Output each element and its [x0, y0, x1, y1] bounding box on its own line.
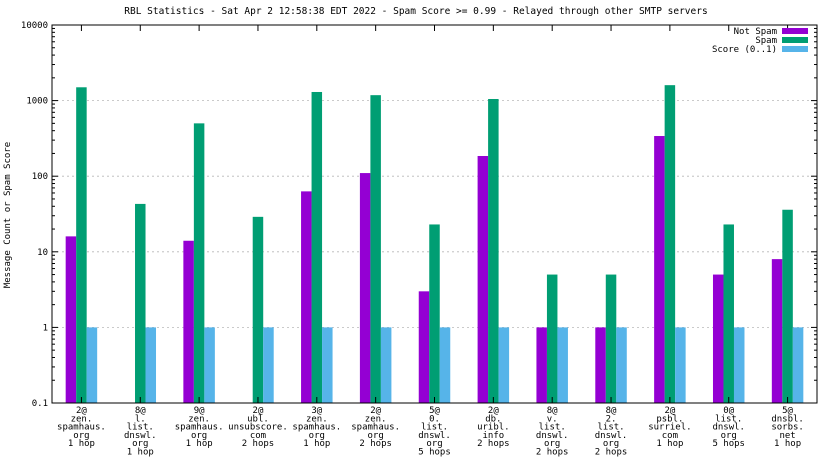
- x-tick-label: 3@ zen. spamhaus. org 1 hop: [292, 406, 341, 449]
- bar-not-spam: [536, 327, 547, 403]
- y-tick-label: 10000: [21, 21, 48, 31]
- x-tick-label: 8@ v. list. dnswl. org 2 hops: [536, 406, 569, 458]
- bar-spam: [429, 224, 440, 403]
- y-tick-label: 10: [37, 248, 48, 258]
- bar-not-spam: [477, 156, 489, 403]
- bar-not-spam: [595, 327, 606, 403]
- bar-score-0-1: [380, 327, 392, 403]
- x-tick-label: 8@ l. list. dnswl. org 1 hop: [124, 406, 157, 458]
- x-tick-label: 2@ zen. spamhaus. org 2 hops: [351, 406, 400, 449]
- bar-score-0-1: [792, 327, 804, 403]
- bar-not-spam: [418, 291, 430, 403]
- legend-swatch: [782, 28, 808, 34]
- x-tick-label: 0@ list. dnswl. org 5 hops: [712, 406, 745, 449]
- bar-spam: [664, 85, 676, 404]
- bar-not-spam: [301, 191, 312, 403]
- legend-swatch: [782, 37, 808, 43]
- bar-score-0-1: [86, 327, 98, 403]
- bar-score-0-1: [675, 327, 686, 403]
- bar-spam: [723, 224, 734, 403]
- y-tick-label: 1000: [26, 97, 48, 107]
- bar-score-0-1: [322, 327, 333, 403]
- bar-score-0-1: [733, 327, 745, 403]
- bar-spam: [370, 95, 381, 404]
- plot-frame: [51, 24, 818, 404]
- bar-spam: [605, 274, 617, 403]
- bar-spam: [546, 274, 558, 403]
- y-axis-label: Message Count or Spam Score: [3, 142, 13, 288]
- bar-spam: [488, 98, 499, 403]
- bar-score-0-1: [616, 327, 627, 403]
- axes: 0.1 1 10 100 1000 10000 2@ zen. spamhaus. org 1 ho…: [21, 21, 818, 458]
- chart-title: RBL Statistics - Sat Apr 2 12:58:38 EDT …: [124, 6, 707, 17]
- bar-not-spam: [359, 173, 371, 403]
- bar-not-spam: [65, 236, 77, 403]
- bar-score-0-1: [498, 327, 510, 403]
- legend-label: Score (0..1): [712, 45, 777, 55]
- x-tick-label: 5@ dnsbl. sorbs. net 1 hop: [771, 406, 804, 449]
- x-tick-label: 5@ 0. list. dnswl. org 5 hops: [418, 406, 451, 458]
- x-tick-label: 2@ zen. spamhaus. org 1 hop: [57, 406, 106, 449]
- x-tick-label: 8@ 2. list. dnswl. org 2 hops: [595, 406, 628, 458]
- bar-not-spam: [654, 136, 665, 403]
- legend-label: Not Spam: [734, 27, 777, 37]
- x-tick-label: 2@ ubl. unsubscore. com 2 hops: [228, 406, 288, 449]
- x-tick-label: 9@ zen. spamhaus. org 1 hop: [175, 406, 224, 449]
- bar-score-0-1: [557, 327, 568, 403]
- y-tick-label: 100: [32, 172, 48, 182]
- x-tick-label: 2@ psbl. surriel. com 1 hop: [648, 406, 691, 449]
- bar-spam: [193, 123, 205, 404]
- bar-not-spam: [771, 259, 783, 403]
- bar-not-spam: [712, 274, 724, 403]
- bar-score-0-1: [145, 327, 157, 403]
- y-tick-label: 1: [43, 323, 48, 333]
- bars: [65, 85, 804, 404]
- bar-spam: [782, 209, 793, 403]
- bar-spam: [135, 203, 146, 403]
- bar-spam: [311, 91, 323, 403]
- bar-score-0-1: [439, 327, 451, 403]
- legend-label: Spam: [755, 36, 777, 46]
- bar-not-spam: [183, 240, 194, 403]
- bar-score-0-1: [204, 327, 215, 403]
- legend-swatch: [782, 46, 808, 52]
- y-tick-label: 0.1: [32, 399, 48, 409]
- x-tick-label: 2@ db. uribl. info 2 hops: [477, 406, 510, 449]
- bar-spam: [252, 216, 264, 403]
- bar-score-0-1: [263, 327, 274, 403]
- bar-spam: [76, 87, 87, 403]
